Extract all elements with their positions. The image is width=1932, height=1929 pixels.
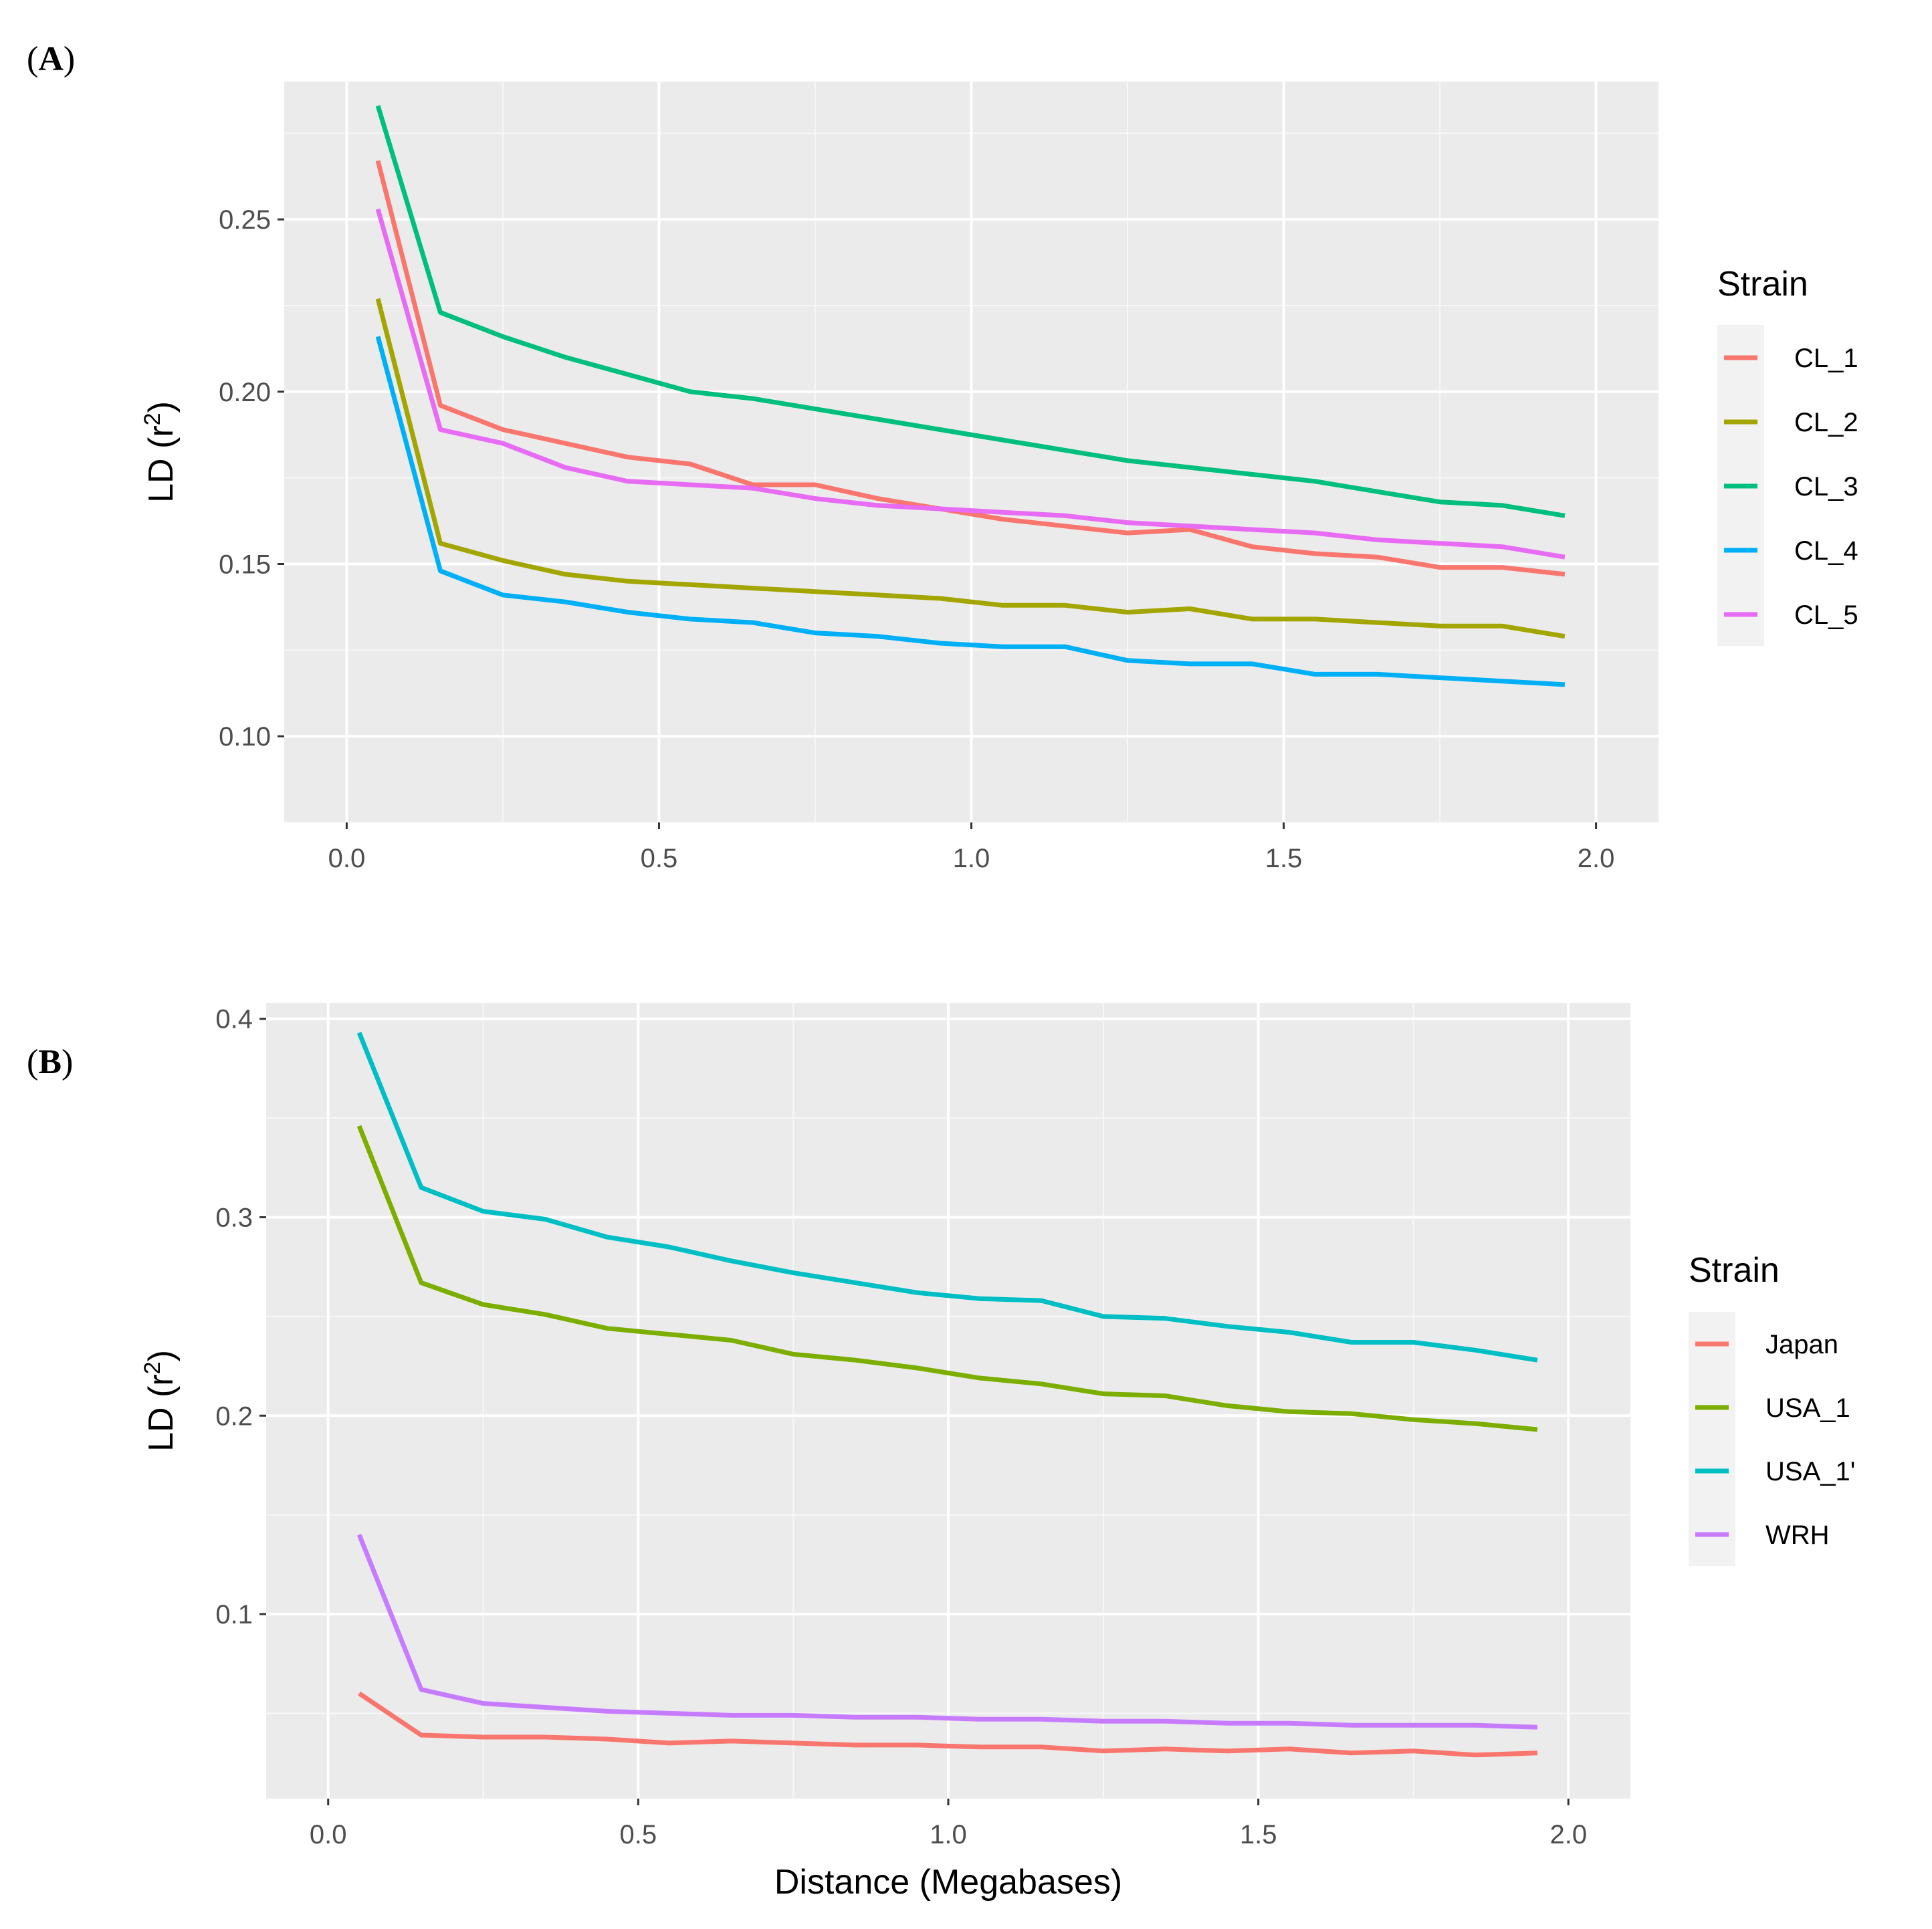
panel-b-legend-title: Strain: [1689, 1251, 1780, 1290]
panel-b-gridlines: [266, 1003, 1630, 1799]
series-line-cl-4: [375, 336, 1566, 687]
panel-b-tag-letter: B: [38, 1043, 62, 1081]
panel-b-chart: 0.0 0.5 1.0 1.5 2.0 0.1 0.2 0.3 0.4 LD (r2) Dis…: [140, 1003, 1855, 1902]
legend-label: WRH: [1765, 1520, 1830, 1550]
y-tick-label: 0.2: [215, 1401, 253, 1431]
panel-a-tag-close: ): [64, 40, 75, 78]
x-tick-label: 0.5: [620, 1820, 657, 1849]
x-tick-label: 0.0: [310, 1820, 347, 1849]
panel-a-tag-letter: A: [38, 40, 64, 78]
panel-a-legend: Strain CL_1 CL_2 CL_3 CL_4 CL_5: [1717, 265, 1858, 646]
panel-b-y-axis: 0.1 0.2 0.3 0.4: [215, 1005, 266, 1629]
legend-label: CL_4: [1794, 536, 1858, 566]
panel-a-tag-open: (: [27, 40, 38, 78]
panel-b-ylabel-main: LD (r: [142, 1374, 181, 1452]
legend-label: CL_5: [1794, 600, 1858, 630]
y-tick-label: 0.20: [219, 378, 271, 407]
series-line-usa-1: [356, 1125, 1538, 1432]
panel-a-chart: 0.0 0.5 1.0 1.5 2.0 0.10 0.15 0.20 0.25 LD (r2)…: [140, 82, 1858, 873]
y-tick-label: 0.3: [215, 1203, 253, 1232]
x-tick-label: 1.0: [953, 844, 990, 873]
panel-a-y-axis-title: LD (r2): [140, 401, 181, 503]
x-tick-label: 0.0: [328, 844, 366, 873]
panel-b-ylabel-sup: 2: [140, 1361, 165, 1374]
panel-b-x-axis-title: Distance (Megabases): [774, 1863, 1122, 1902]
panel-a-ylabel-close: ): [142, 401, 181, 413]
x-tick-label: 1.0: [930, 1820, 967, 1849]
x-tick-label: 0.5: [641, 844, 678, 873]
y-tick-label: 0.4: [215, 1005, 253, 1034]
x-tick-label: 2.0: [1578, 844, 1615, 873]
panel-a-ylabel-sup: 2: [140, 413, 165, 425]
panel-a-x-axis: 0.0 0.5 1.0 1.5 2.0: [328, 822, 1615, 873]
panel-b-ylabel-close: ): [142, 1350, 181, 1361]
y-tick-label: 0.10: [219, 722, 271, 752]
legend-label: USA_1': [1765, 1457, 1855, 1486]
series-line-cl-2: [375, 298, 1566, 639]
panel-a-ylabel-main: LD (r: [142, 425, 181, 503]
panel-b-series-lines: [356, 1032, 1538, 1758]
legend-label: CL_1: [1794, 344, 1858, 373]
y-tick-label: 0.15: [219, 550, 271, 579]
panel-b-x-axis: 0.0 0.5 1.0 1.5 2.0: [310, 1799, 1587, 1849]
series-line-cl-3: [375, 105, 1566, 518]
panel-b-legend: Strain Japan USA_1 USA_1' WRH: [1689, 1251, 1855, 1566]
panel-a-legend-title: Strain: [1717, 265, 1808, 304]
legend-label: CL_2: [1794, 408, 1858, 437]
panel-b-tag: (B): [27, 1043, 73, 1081]
y-tick-label: 0.1: [215, 1600, 253, 1629]
series-line-wrh: [356, 1533, 1538, 1730]
x-tick-label: 1.5: [1265, 844, 1303, 873]
panel-a-tag: (A): [27, 40, 75, 78]
panel-b-y-axis-title: LD (r2): [140, 1350, 181, 1452]
legend-key-background: [1689, 1312, 1735, 1566]
series-line-japan: [358, 1691, 1538, 1758]
series-line-cl-5: [375, 208, 1566, 560]
x-tick-label: 1.5: [1240, 1820, 1277, 1849]
panel-a-series-lines: [375, 105, 1566, 687]
legend-label: CL_3: [1794, 472, 1858, 501]
x-tick-label: 2.0: [1549, 1820, 1587, 1849]
series-line-usa-1-: [356, 1032, 1538, 1363]
series-line-cl-1: [375, 160, 1566, 577]
legend-label: Japan: [1765, 1330, 1838, 1359]
panel-b-tag-close: ): [62, 1043, 73, 1081]
legend-label: USA_1: [1765, 1393, 1850, 1423]
y-tick-label: 0.25: [219, 205, 271, 235]
panel-a-y-axis: 0.10 0.15 0.20 0.25: [219, 205, 284, 752]
panel-b-tag-open: (: [27, 1043, 38, 1081]
